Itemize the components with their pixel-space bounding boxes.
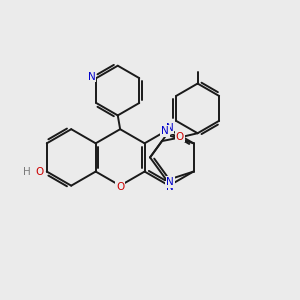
Text: H: H (23, 167, 31, 176)
Text: O: O (116, 182, 124, 192)
Text: O: O (36, 167, 44, 176)
Text: N: N (88, 72, 96, 82)
Text: O: O (176, 132, 184, 142)
Text: N: N (166, 123, 173, 133)
Text: N: N (166, 177, 174, 187)
Text: N: N (161, 126, 169, 136)
Text: N: N (166, 182, 173, 192)
